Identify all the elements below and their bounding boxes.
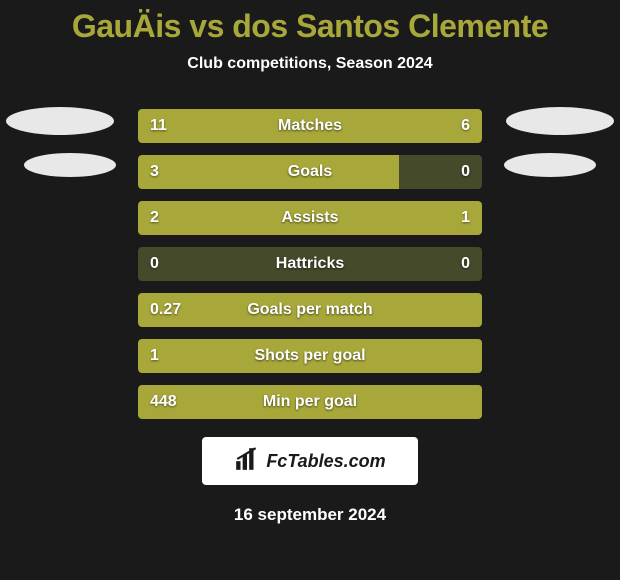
bars-icon	[234, 446, 260, 477]
player-left-photo-placeholder-2	[24, 153, 116, 177]
stat-label: Goals per match	[247, 301, 372, 319]
stat-value-right: 0	[461, 163, 470, 181]
stat-value-left: 2	[150, 209, 159, 227]
stat-row: 2 1 Assists	[138, 201, 482, 235]
stat-label: Shots per goal	[254, 347, 365, 365]
page-title: GauÄis vs dos Santos Clemente	[0, 8, 620, 45]
stat-value-left: 11	[150, 117, 167, 135]
bar-container: 11 6 Matches 3 0 Goals 2 1 Assists 0 0 Hattricks 0.2…	[138, 109, 482, 431]
stat-value-left: 0	[150, 255, 159, 273]
stat-fill-left	[138, 109, 399, 143]
stat-row: 0 0 Hattricks	[138, 247, 482, 281]
stat-row: 11 6 Matches	[138, 109, 482, 143]
stat-value-right: 6	[461, 117, 470, 135]
stat-label: Goals	[288, 163, 332, 181]
stat-value-left: 1	[150, 347, 159, 365]
stat-value-left: 0.27	[150, 301, 181, 319]
stat-label: Matches	[278, 117, 342, 135]
stat-value-left: 448	[150, 393, 177, 411]
comparison-chart: 11 6 Matches 3 0 Goals 2 1 Assists 0 0 Hattricks 0.2…	[0, 109, 620, 419]
stat-value-left: 3	[150, 163, 159, 181]
stat-label: Hattricks	[276, 255, 344, 273]
watermark-text: FcTables.com	[266, 451, 385, 472]
watermark: FcTables.com	[202, 437, 418, 485]
stat-value-right: 1	[461, 209, 470, 227]
player-right-photo-placeholder-2	[504, 153, 596, 177]
stat-fill-left	[138, 155, 399, 189]
stat-row: 1 Shots per goal	[138, 339, 482, 373]
header: GauÄis vs dos Santos Clemente Club compe…	[0, 0, 620, 73]
stat-value-right: 0	[461, 255, 470, 273]
stat-label: Min per goal	[263, 393, 357, 411]
player-left-photo-placeholder	[6, 107, 114, 135]
stat-row: 448 Min per goal	[138, 385, 482, 419]
stat-row: 3 0 Goals	[138, 155, 482, 189]
footer-date: 16 september 2024	[0, 505, 620, 525]
player-right-photo-placeholder	[506, 107, 614, 135]
page-subtitle: Club competitions, Season 2024	[0, 55, 620, 73]
stat-label: Assists	[282, 209, 339, 227]
stat-row: 0.27 Goals per match	[138, 293, 482, 327]
